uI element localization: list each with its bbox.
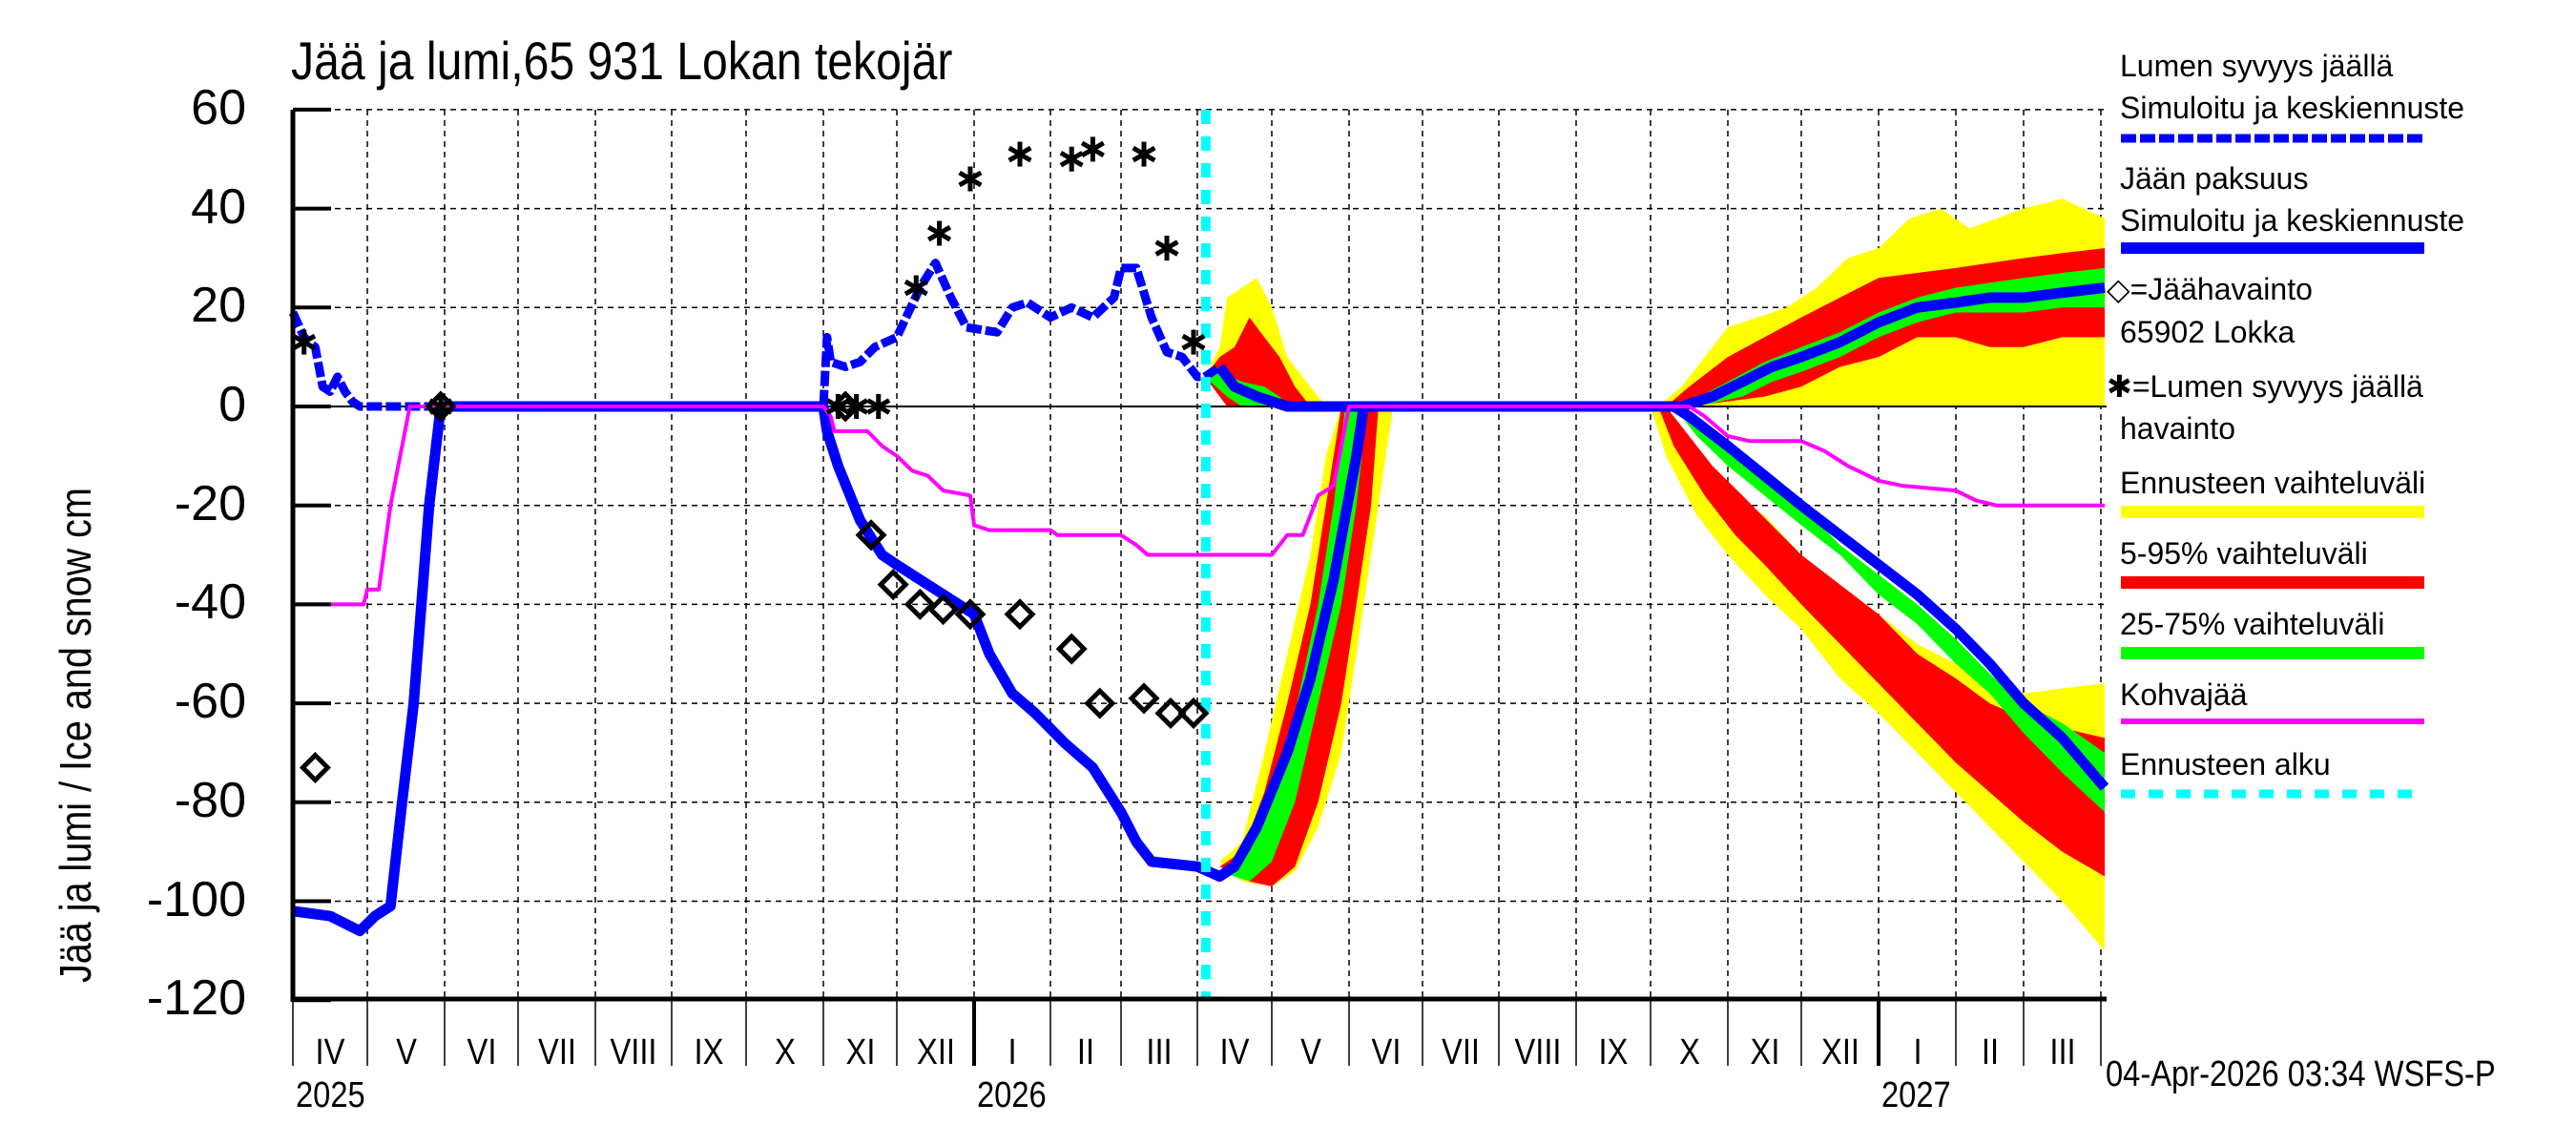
ice-observation-diamond: [1055, 633, 1088, 665]
x-month-label: XI: [845, 1032, 875, 1072]
legend-snow-obs-line1: ✱=Lumen syvyys jäällä: [2107, 369, 2423, 404]
y-tick-label: -60: [174, 674, 246, 730]
forecast-bands: [1204, 198, 2106, 951]
x-month-label: X: [1678, 1032, 1700, 1072]
x-month-label: VIII: [610, 1032, 657, 1072]
ice-observation-diamond: [299, 751, 331, 784]
snow-observation-asterisk: [904, 275, 928, 301]
x-month-label: X: [774, 1032, 796, 1072]
x-month-label: XII: [916, 1032, 955, 1072]
series-line: [293, 405, 2106, 607]
x-month-label: IV: [1219, 1032, 1250, 1072]
x-month-label: III: [2048, 1032, 2076, 1072]
x-month-label: III: [1146, 1032, 1173, 1072]
legend-ice-sim-line1: Jään paksuus: [2120, 161, 2309, 196]
y-tick-label: -40: [174, 574, 246, 631]
snow-observation-asterisk: [1181, 329, 1206, 355]
y-tick-label: 20: [191, 278, 246, 334]
x-month-label: IX: [1598, 1032, 1629, 1072]
ice-observation-diamond: [1084, 687, 1116, 719]
x-month-label: I: [1912, 1032, 1922, 1072]
legend-range-25-75-label: 25-75% vaihteluväli: [2120, 607, 2385, 641]
snow-observation-asterisk: [1080, 136, 1105, 162]
legend-forecast-start-label: Ennusteen alku: [2120, 747, 2331, 781]
snow-observation-asterisk: [1132, 141, 1156, 167]
x-month-label: V: [1299, 1032, 1321, 1072]
legend-range-all-swatch: [2121, 506, 2424, 518]
ice-observation-diamond: [954, 598, 987, 631]
y-tick-label: 40: [191, 178, 246, 235]
snow-observation-asterisk: [1154, 236, 1179, 261]
series-line: [288, 259, 1222, 411]
ice-observation-diamond: [1004, 598, 1036, 631]
x-month-label: IX: [694, 1032, 724, 1072]
ice-observation-diamond: [855, 519, 887, 552]
x-month-label: I: [1008, 1032, 1017, 1072]
snow-observation-asterisk: [926, 220, 952, 246]
legend-ice-sim-line2: Simuloitu ja keskiennuste: [2120, 203, 2465, 238]
snow-observation-asterisk: [1059, 146, 1084, 172]
series-lines: [288, 110, 2109, 999]
legend-ice-obs-line1: ◇=Jäähavainto: [2107, 272, 2313, 306]
x-month-label: XII: [1820, 1032, 1859, 1072]
x-month-label: VII: [1442, 1032, 1480, 1072]
ice-observation-diamond: [1154, 697, 1187, 730]
snow-observation-asterisk: [292, 329, 317, 355]
observation-markers: [292, 136, 1210, 784]
x-axis: [292, 999, 2102, 1066]
y-tick-label: 0: [218, 377, 246, 432]
y-tick-label: -120: [146, 970, 246, 1027]
ice-observation-diamond: [1128, 682, 1160, 715]
legend-slush-ice-label: Kohvajää: [2120, 677, 2248, 712]
ice-observation-diamond: [877, 569, 909, 601]
x-month-label: IV: [315, 1032, 345, 1072]
snow-observation-asterisk: [958, 166, 983, 192]
x-year-label: 2027: [1881, 1075, 1951, 1115]
forecast-band: [1204, 267, 2106, 406]
legend-ice-obs-line2: 65902 Lokka: [2120, 315, 2296, 349]
x-year-label: 2025: [296, 1075, 365, 1115]
x-month-label: VI: [467, 1032, 496, 1072]
chart-title: Jää ja lumi,65 931 Lokan tekojär: [291, 31, 953, 91]
y-tick-label: -80: [174, 772, 246, 828]
legend-range-5-95-label: 5-95% vaihteluväli: [2120, 536, 2368, 571]
x-year-label: 2026: [977, 1075, 1047, 1115]
legend-snow-sim-swatch: [2121, 134, 2424, 143]
x-month-label: II: [1076, 1032, 1095, 1072]
legend-range-5-95-swatch: [2121, 576, 2424, 589]
snow-observation-asterisk: [428, 394, 453, 419]
legend-range-25-75-swatch: [2121, 647, 2424, 659]
y-tick-label: -20: [174, 475, 246, 531]
x-month-label: VI: [1371, 1032, 1401, 1072]
x-month-label: XI: [1750, 1032, 1779, 1072]
forecast-band: [1204, 248, 2106, 406]
x-month-label: V: [395, 1032, 417, 1072]
plot-frame: [290, 107, 2107, 1003]
series-line: [1215, 282, 2106, 412]
x-month-label: II: [1981, 1032, 1999, 1072]
legend-snow-sim-line2: Simuloitu ja keskiennuste: [2120, 91, 2465, 125]
legend-slush-ice-swatch: [2121, 718, 2424, 724]
x-month-label: VIII: [1513, 1032, 1562, 1072]
legend-snow-sim-line1: Lumen syvyys jäällä: [2120, 49, 2394, 83]
timestamp: 04-Apr-2026 03:34 WSFS-P: [2106, 1054, 2496, 1094]
legend-forecast-start-swatch: [2121, 789, 2424, 799]
snow-observation-asterisk: [844, 394, 869, 419]
series-line: [292, 401, 2109, 937]
legend-ice-sim-swatch: [2121, 242, 2424, 254]
snow-observation-asterisk: [866, 394, 891, 419]
legend-range-all-label: Ennusteen vaihteluväli: [2120, 466, 2426, 500]
ice-observation-diamond: [927, 593, 960, 626]
legend-snow-obs-line2: havainto: [2120, 411, 2235, 446]
ice-observation-diamond: [1177, 697, 1210, 730]
ice-observation-diamond: [904, 588, 936, 620]
x-month-label: VII: [537, 1032, 576, 1072]
grid-lines: [293, 109, 2107, 1001]
y-tick-label: 60: [191, 79, 246, 135]
snow-observation-asterisk: [1008, 141, 1032, 167]
y-tick-label: -100: [146, 871, 246, 927]
